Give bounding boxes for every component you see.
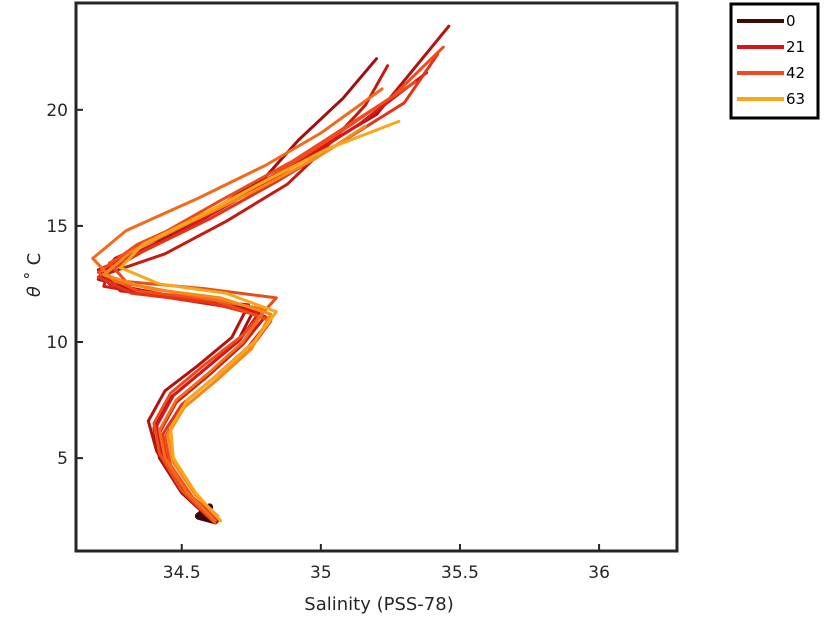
plot-frame (74, 1, 679, 553)
series-line-profile-i (102, 124, 367, 518)
legend-label-42: 42 (786, 64, 805, 82)
y-tick-label: 5 (57, 449, 68, 469)
y-tick-label: 15 (46, 217, 68, 237)
legend-label-21: 21 (786, 38, 805, 56)
x-tick-label: 36 (588, 563, 610, 583)
y-tick-label: 10 (46, 333, 68, 353)
series-layer (91, 24, 451, 525)
series-line-profile-f (107, 80, 417, 525)
y-axis-label-symbol: θ (24, 286, 45, 297)
x-axis-label: Salinity (PSS-78) (304, 594, 453, 615)
y-tick-label: 20 (46, 101, 68, 121)
series-line-profile-h (91, 87, 384, 523)
y-axis-label-unit: ˚ C (24, 253, 45, 280)
series-line-63 (119, 119, 401, 523)
x-tick-label: 35 (310, 563, 332, 583)
legend-items: 0 21 42 63 (737, 12, 805, 108)
y-axis-label: θ ˚ C (24, 253, 45, 297)
legend-label-0: 0 (786, 12, 796, 30)
x-tick-label: 35.5 (441, 563, 479, 583)
legend: 0 21 42 63 (729, 2, 820, 120)
x-tick-label: 34.5 (163, 563, 201, 583)
legend-label-63: 63 (786, 90, 805, 108)
ticks-layer: 34.5 35 35.5 36 5 10 15 20 (46, 101, 610, 583)
